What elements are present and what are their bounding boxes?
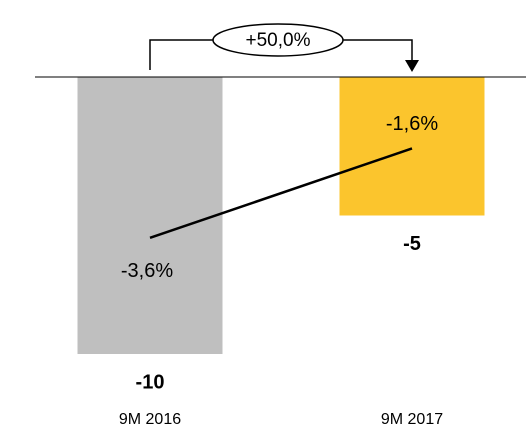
x-tick-label: 9M 2016 [119,411,181,428]
annotation-bubble [212,23,344,57]
arrow-head [405,60,419,72]
line-value-label: -1,6% [386,113,438,135]
annotation-text: +50,0% [246,30,311,51]
bar [77,77,223,354]
bar-value-label: -5 [403,233,421,255]
bracket-right [343,39,413,62]
margin-line [149,147,413,240]
bar-value-label: -10 [136,371,165,393]
line-value-label: -3,6% [121,260,173,282]
bar [339,77,485,216]
x-tick-label: 9M 2017 [381,411,443,428]
bracket-left [149,39,213,70]
